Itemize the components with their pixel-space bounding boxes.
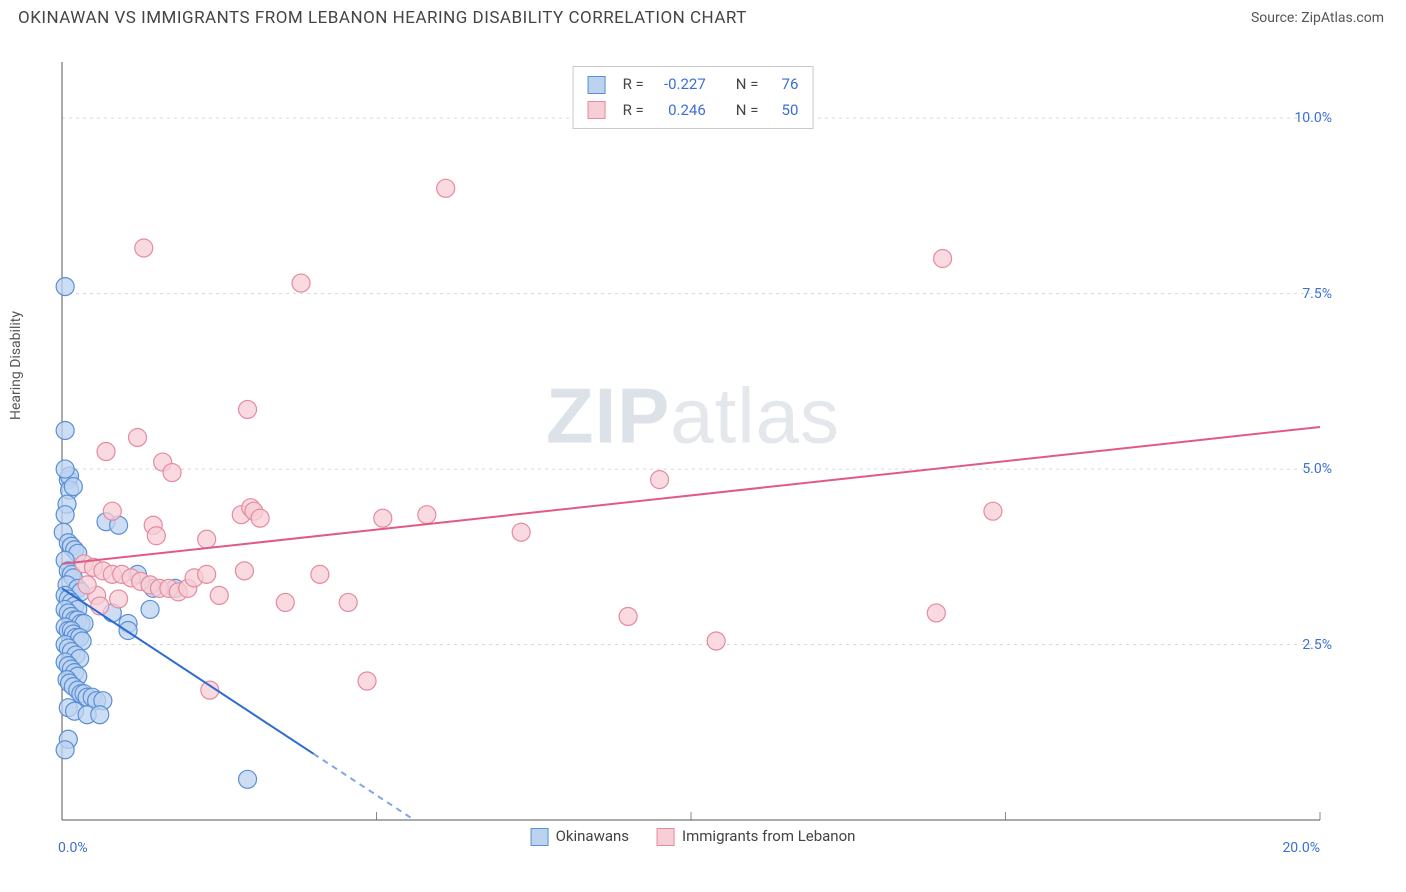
scatter-chart <box>48 48 1338 848</box>
r-label: R = <box>623 72 644 98</box>
x-tick-label: 0.0% <box>58 840 88 856</box>
correlation-row-2: R = 0.246 N = 50 <box>588 98 799 124</box>
x-tick-label: 20.0% <box>1282 840 1320 856</box>
swatch-okinawans <box>588 76 606 94</box>
y-tick-label: 7.5% <box>1302 286 1332 302</box>
swatch-lebanon-legend <box>657 828 675 846</box>
source-attribution: Source: ZipAtlas.com <box>1251 10 1384 26</box>
correlation-row-1: R = -0.227 N = 76 <box>588 72 799 98</box>
source-name: ZipAtlas.com <box>1301 10 1384 26</box>
legend-label-1: Okinawans <box>556 827 629 845</box>
bottom-legend: Okinawans Immigrants from Lebanon <box>531 827 856 846</box>
r-value-1: -0.227 <box>654 72 706 98</box>
n-value-1: 76 <box>768 72 798 98</box>
header: OKINAWAN VS IMMIGRANTS FROM LEBANON HEAR… <box>0 0 1406 32</box>
source-label: Source: <box>1251 10 1301 26</box>
n-label: N = <box>736 72 759 98</box>
swatch-okinawans-legend <box>531 828 549 846</box>
legend-item-lebanon: Immigrants from Lebanon <box>657 827 855 846</box>
chart-area: ZIPatlas R = -0.227 N = 76 R = 0.246 N =… <box>48 48 1338 848</box>
y-tick-label: 10.0% <box>1294 110 1332 126</box>
r-value-2: 0.246 <box>654 98 706 124</box>
n-value-2: 50 <box>768 98 798 124</box>
n-label: N = <box>736 98 759 124</box>
legend-item-okinawans: Okinawans <box>531 827 629 846</box>
swatch-lebanon <box>588 101 606 119</box>
legend-label-2: Immigrants from Lebanon <box>682 827 855 845</box>
y-tick-label: 5.0% <box>1302 461 1332 477</box>
correlation-box: R = -0.227 N = 76 R = 0.246 N = 50 <box>573 66 814 129</box>
chart-title: OKINAWAN VS IMMIGRANTS FROM LEBANON HEAR… <box>18 8 747 28</box>
y-axis-label: Hearing Disability <box>8 311 24 420</box>
y-tick-label: 2.5% <box>1302 637 1332 653</box>
r-label: R = <box>623 98 644 124</box>
